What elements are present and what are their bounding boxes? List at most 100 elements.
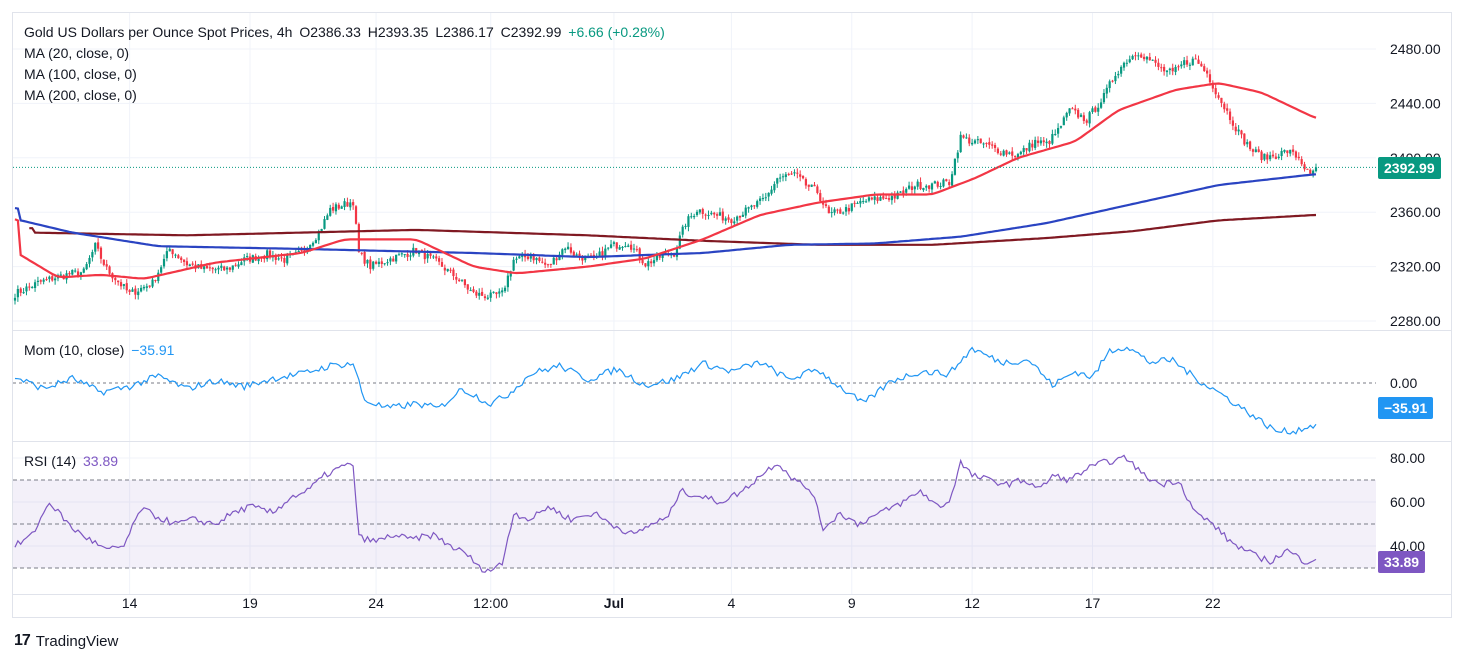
ma100-legend[interactable]: MA (100, close, 0) (24, 66, 137, 82)
candle (913, 185, 916, 194)
candle (1223, 101, 1226, 113)
candle-body (1114, 75, 1117, 82)
candle-body (632, 248, 636, 250)
candle (1248, 140, 1252, 152)
candle (352, 199, 355, 210)
candle-body (460, 279, 464, 281)
candle (134, 285, 137, 300)
candle-body (756, 201, 759, 207)
candle (383, 263, 386, 266)
candle (1154, 56, 1157, 67)
candle (1105, 84, 1108, 99)
candle (922, 187, 925, 192)
candle (985, 142, 988, 148)
candle-body (546, 264, 550, 266)
candle (512, 256, 515, 272)
candle (380, 257, 383, 269)
candle-body (409, 255, 412, 257)
candle (31, 285, 34, 289)
candle (128, 289, 131, 295)
momentum-value-tag: −35.91 (1378, 397, 1434, 419)
candle-body (406, 253, 409, 257)
candle-body (976, 139, 979, 141)
candle-body (928, 185, 931, 189)
candle-body (185, 261, 189, 266)
candle (1243, 133, 1246, 147)
candle (1183, 57, 1186, 69)
momentum-legend[interactable]: Mom (10, close) −35.91 (24, 342, 177, 358)
candle-body (349, 202, 352, 208)
candle-body (773, 184, 776, 191)
time-axis-label: 4 (728, 595, 736, 611)
candle-body (899, 191, 902, 193)
candle-body (91, 252, 94, 258)
candle (1211, 80, 1214, 93)
candle-body (601, 251, 604, 257)
candle-body (790, 173, 793, 175)
candle (234, 262, 237, 267)
time-axis-label: 17 (1085, 595, 1101, 611)
ma200-legend[interactable]: MA (200, close, 0) (24, 87, 137, 103)
candle (807, 184, 810, 191)
candle-body (704, 214, 707, 216)
candle (902, 186, 905, 198)
candle (939, 182, 942, 190)
candle-body (816, 186, 819, 193)
candle (326, 213, 329, 221)
ma20-legend[interactable]: MA (20, close, 0) (24, 45, 130, 61)
candle-body (979, 138, 982, 144)
candle (13, 293, 17, 305)
candle-body (1117, 73, 1120, 76)
candle-body (1203, 66, 1206, 72)
candle (770, 185, 773, 196)
candle (756, 199, 759, 209)
candle (1203, 63, 1206, 73)
momentum-line (14, 346, 1317, 435)
candle-body (538, 257, 541, 261)
candle (1185, 55, 1189, 68)
candle (329, 204, 332, 217)
candle-body (1303, 164, 1306, 170)
candle (750, 204, 753, 210)
candle-body (478, 292, 481, 296)
rsi-legend[interactable]: RSI (14) 33.89 (24, 453, 121, 469)
candle-body (79, 272, 83, 276)
candle-body (1197, 59, 1200, 64)
candle (1280, 147, 1283, 161)
candle (266, 248, 269, 262)
candle-body (234, 264, 237, 266)
candle (647, 257, 650, 271)
candle (19, 287, 22, 297)
candle-body (1266, 154, 1269, 160)
candle (85, 261, 88, 271)
candle-body (1122, 62, 1126, 68)
candle (466, 284, 469, 294)
candle-body (1280, 150, 1283, 157)
candle-body (939, 185, 942, 187)
candle-body (698, 209, 701, 213)
candle (836, 208, 839, 214)
candle (1091, 106, 1094, 114)
candle-body (214, 269, 217, 271)
tradingview-logo[interactable]: 17 TradingView (14, 632, 118, 650)
candle (953, 158, 957, 176)
candle-body (386, 262, 389, 264)
candle (395, 254, 398, 264)
candle (945, 178, 948, 182)
candle (354, 205, 358, 225)
candle-body (208, 267, 211, 269)
candle-body (919, 182, 922, 190)
price-axis-label: 2360.00 (1390, 204, 1441, 220)
candle (283, 254, 286, 268)
candle-body (564, 248, 567, 251)
candle (541, 257, 544, 264)
chart-frame[interactable] (12, 12, 1452, 618)
candle (389, 256, 392, 266)
candle (1257, 146, 1260, 153)
candle (403, 253, 406, 258)
candle (549, 263, 552, 268)
candle-body (566, 246, 570, 250)
candle-body (885, 198, 888, 200)
candle (1286, 150, 1289, 157)
